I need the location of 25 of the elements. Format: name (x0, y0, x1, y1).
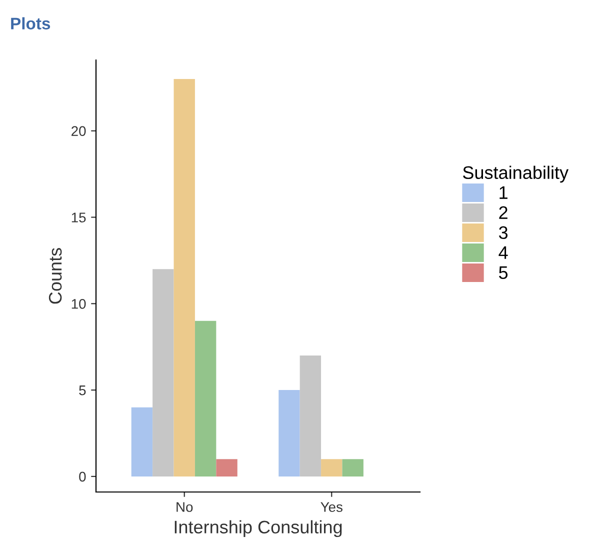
bar (194, 320, 216, 476)
bar (174, 79, 195, 476)
bar (152, 269, 174, 476)
legend-label: 2 (499, 206, 508, 219)
y-tick-label: 10 (72, 298, 86, 309)
bar (131, 407, 153, 476)
legend-title: Sustainability (462, 166, 569, 183)
x-tick-label: Yes (320, 502, 342, 512)
legend-label: 4 (498, 246, 508, 259)
y-tick-label: 15 (72, 212, 86, 222)
x-axis-title: Internship Consulting (174, 520, 342, 538)
bar (216, 459, 238, 476)
legend-label: 5 (499, 266, 508, 279)
bar (321, 459, 342, 476)
y-tick-label: 5 (79, 386, 86, 396)
legend-label: 1 (500, 186, 508, 199)
bar (278, 390, 300, 476)
x-tick-label: No (176, 502, 193, 512)
bar (300, 355, 322, 476)
y-tick-label: 0 (79, 472, 86, 482)
chart-title: Plots (11, 17, 50, 30)
y-axis-title: Counts (48, 248, 62, 304)
y-tick-label: 20 (72, 126, 86, 136)
bar (342, 459, 364, 476)
legend-label: 3 (498, 226, 508, 240)
